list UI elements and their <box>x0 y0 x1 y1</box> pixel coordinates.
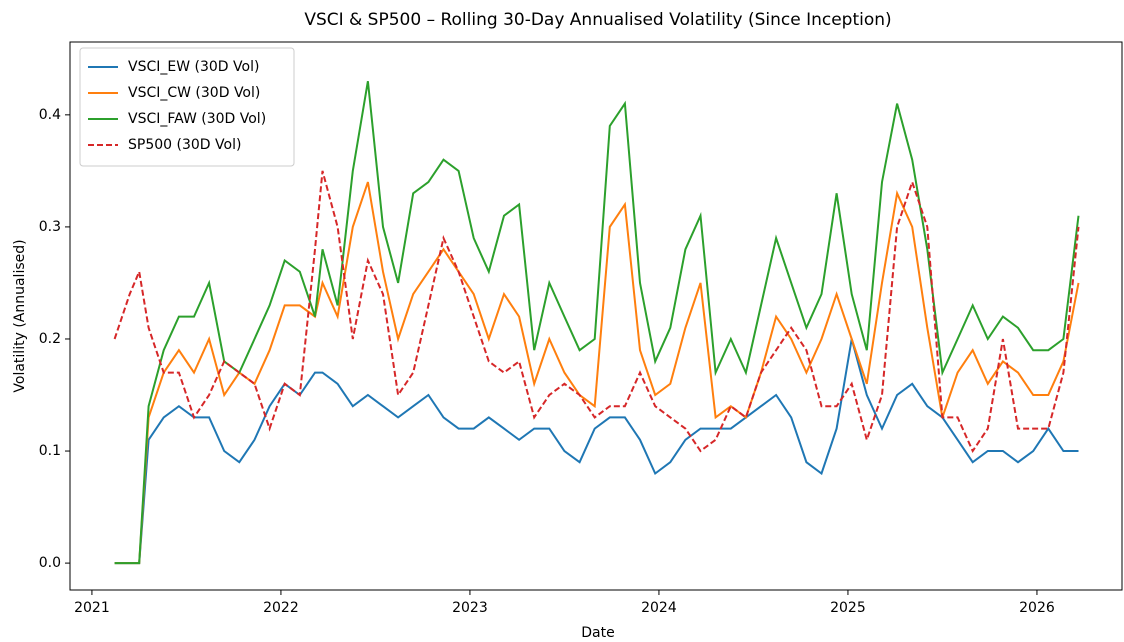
x-axis-label: Date <box>581 625 614 641</box>
series-line <box>114 338 1079 565</box>
x-tick-label: 2026 <box>1019 600 1055 616</box>
y-tick-label: 0.4 <box>39 107 61 123</box>
y-tick-label: 0.0 <box>39 555 61 571</box>
legend-label: VSCI_CW (30D Vol) <box>128 85 260 101</box>
legend-label: SP500 (30D Vol) <box>128 137 241 153</box>
x-tick-label: 2023 <box>452 600 488 616</box>
x-tick-label: 2024 <box>641 600 677 616</box>
x-tick-label: 2021 <box>74 600 110 616</box>
legend-label: VSCI_EW (30D Vol) <box>128 59 259 75</box>
y-tick-label: 0.2 <box>39 331 61 347</box>
series-line <box>114 181 1080 565</box>
chart-title: VSCI & SP500 – Rolling 30-Day Annualised… <box>304 10 891 30</box>
y-axis-label: Volatility (Annualised) <box>12 239 28 392</box>
legend-label: VSCI_FAW (30D Vol) <box>128 111 266 127</box>
legend-box <box>79 47 295 167</box>
plot-frame <box>69 41 1123 591</box>
x-tick-label: 2022 <box>263 600 299 616</box>
y-tick-label: 0.1 <box>39 443 61 459</box>
y-tick-label: 0.3 <box>39 219 61 235</box>
series-line <box>113 170 1080 454</box>
series-line <box>114 81 1080 565</box>
x-tick-label: 2025 <box>830 600 866 616</box>
